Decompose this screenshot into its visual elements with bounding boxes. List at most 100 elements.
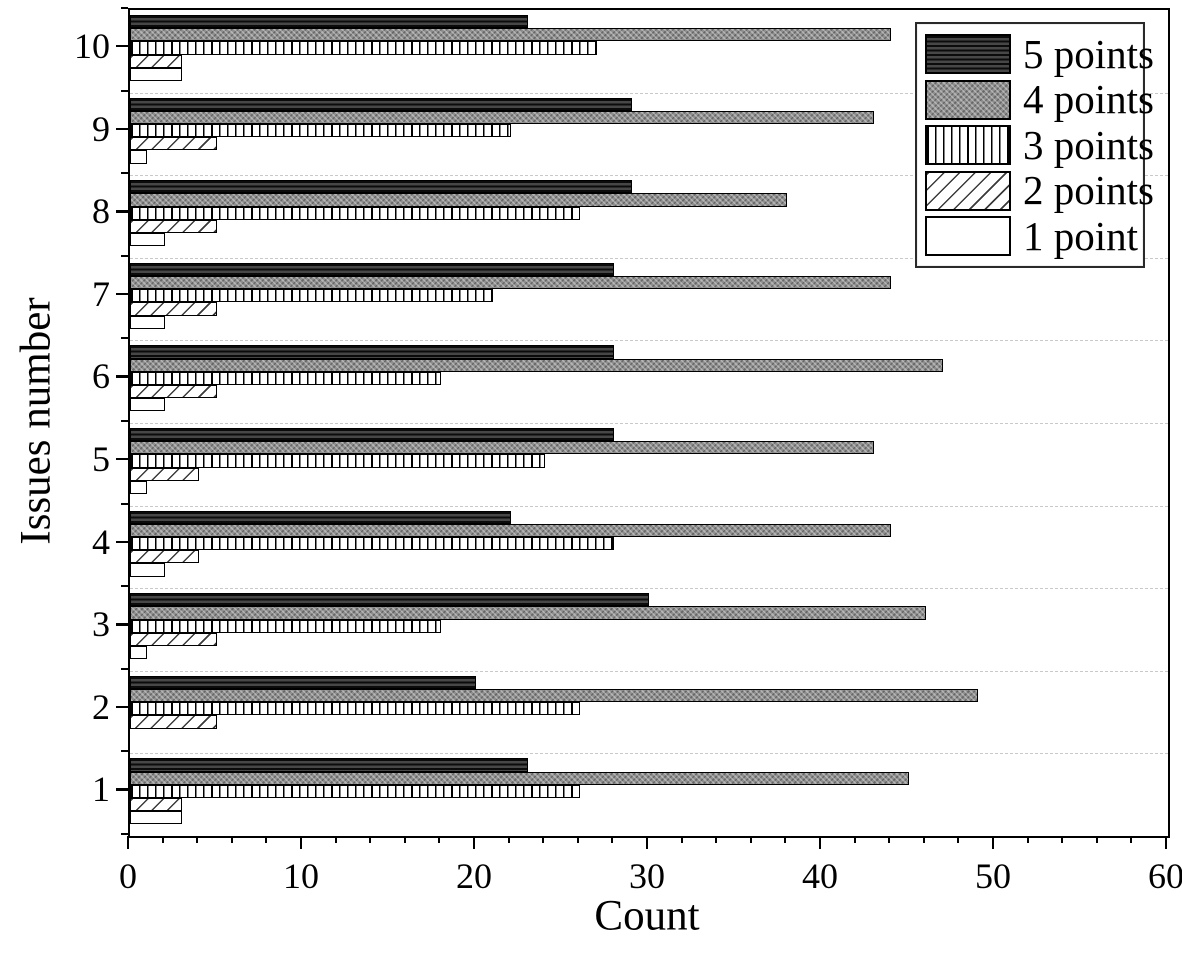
x-major-tick-50 xyxy=(992,836,995,849)
x-minor-tick xyxy=(196,836,199,843)
legend-label-1-point: 1 point xyxy=(1023,212,1139,259)
y-major-tick-4 xyxy=(116,540,128,543)
x-major-tick-10 xyxy=(300,836,303,849)
bar-issue-9-2-points xyxy=(130,137,217,151)
bar-issue-1-4-points xyxy=(130,771,909,785)
bar-issue-4-2-points xyxy=(130,550,200,564)
bar-issue-5-2-points xyxy=(130,467,200,481)
bar-issue-7-4-points xyxy=(130,276,892,290)
legend-item-2-points: 2 points xyxy=(925,169,1154,213)
x-major-tick-60 xyxy=(1165,836,1168,849)
x-minor-tick xyxy=(853,836,856,843)
legend-label-5-points: 5 points xyxy=(1023,30,1154,77)
bar-issue-10-3-points xyxy=(130,41,598,55)
x-minor-tick xyxy=(922,836,925,843)
y-major-tick-8 xyxy=(116,210,128,213)
x-minor-tick xyxy=(715,836,718,843)
gridline xyxy=(130,423,1168,424)
bar-issue-5-3-points xyxy=(130,454,546,468)
bar-issue-9-3-points xyxy=(130,124,511,138)
y-major-tick-10 xyxy=(116,45,128,48)
y-minor-tick xyxy=(121,337,128,340)
x-tick-label-10: 10 xyxy=(283,856,319,896)
y-minor-tick xyxy=(121,254,128,257)
x-tick-label-20: 20 xyxy=(456,856,492,896)
bar-issue-7-5-points xyxy=(130,262,615,276)
gridline xyxy=(130,340,1168,342)
x-minor-tick xyxy=(542,836,545,843)
bar-issue-8-3-points xyxy=(130,206,580,220)
y-major-tick-1 xyxy=(116,788,128,791)
plot-area: 5 points 4 points 3 points 2 points 1 point xyxy=(128,8,1170,838)
x-minor-tick xyxy=(957,836,960,843)
bar-issue-3-2-points xyxy=(130,632,217,646)
x-axis-title: Count xyxy=(594,892,700,940)
x-tick-label-30: 30 xyxy=(629,856,665,896)
bar-issue-5-1-point xyxy=(130,480,148,494)
bar-issue-10-2-points xyxy=(130,54,182,68)
bar-issue-1-3-points xyxy=(130,784,580,798)
y-minor-tick xyxy=(121,585,128,588)
bar-issue-5-4-points xyxy=(130,441,874,455)
gridline xyxy=(130,670,1168,672)
bar-issue-6-4-points xyxy=(130,358,944,372)
bar-issue-6-3-points xyxy=(130,371,442,385)
bar-issue-8-2-points xyxy=(130,219,217,233)
x-minor-tick xyxy=(1095,836,1098,843)
bar-issue-4-1-point xyxy=(130,563,165,577)
bar-issue-10-5-points xyxy=(130,15,528,29)
y-major-tick-7 xyxy=(116,292,128,296)
x-minor-tick xyxy=(888,836,891,843)
y-minor-tick xyxy=(121,172,128,175)
y-tick-label-3: 3 xyxy=(92,604,110,645)
bar-issue-8-4-points xyxy=(130,193,788,207)
bar-issue-9-4-points xyxy=(130,110,874,124)
x-major-tick-30 xyxy=(646,836,649,849)
bar-issue-2-3-points xyxy=(130,702,580,716)
x-major-tick-40 xyxy=(819,836,822,849)
x-minor-tick xyxy=(369,836,372,843)
y-minor-tick xyxy=(121,833,128,835)
y-minor-tick xyxy=(121,502,128,505)
y-minor-tick xyxy=(121,7,128,9)
bar-issue-6-5-points xyxy=(130,345,615,359)
x-minor-tick xyxy=(1026,836,1029,843)
bar-issue-5-5-points xyxy=(130,428,615,442)
bar-issue-4-5-points xyxy=(130,510,511,524)
y-major-tick-5 xyxy=(116,458,128,461)
x-minor-tick xyxy=(507,836,510,843)
legend-label-3-points: 3 points xyxy=(1023,121,1154,168)
y-minor-tick xyxy=(121,750,128,753)
y-major-tick-3 xyxy=(116,623,128,626)
bar-issue-7-3-points xyxy=(130,289,494,303)
x-tick-label-0: 0 xyxy=(119,856,137,896)
x-minor-tick xyxy=(403,836,406,843)
bar-issue-1-2-points xyxy=(130,798,182,812)
y-tick-label-4: 4 xyxy=(92,521,110,562)
x-minor-tick xyxy=(1061,836,1064,843)
bar-issue-3-1-point xyxy=(130,646,148,660)
y-tick-label-7: 7 xyxy=(92,273,110,314)
bar-issue-2-4-points xyxy=(130,689,978,703)
bar-issue-4-4-points xyxy=(130,523,892,537)
gridline xyxy=(130,588,1168,590)
x-minor-tick xyxy=(438,836,441,843)
bar-issue-9-5-points xyxy=(130,97,632,111)
gridline xyxy=(130,175,1168,177)
y-tick-label-10: 10 xyxy=(74,26,110,66)
bar-issue-2-2-points xyxy=(130,715,217,729)
bar-issue-1-5-points xyxy=(130,758,528,772)
y-tick-label-6: 6 xyxy=(92,356,110,397)
bar-issue-6-1-point xyxy=(130,398,165,412)
x-major-tick-0 xyxy=(127,836,130,849)
legend-item-3-points: 3 points xyxy=(925,123,1154,167)
y-major-tick-6 xyxy=(116,375,128,378)
x-minor-tick xyxy=(784,836,787,843)
legend-label-4-points: 4 points xyxy=(1023,76,1154,122)
bar-issue-7-2-points xyxy=(130,302,217,316)
y-tick-label-1: 1 xyxy=(92,769,110,810)
legend-label-2-points: 2 points xyxy=(1023,167,1154,213)
y-tick-label-2: 2 xyxy=(92,686,110,727)
legend-item-4-points: 4 points xyxy=(925,78,1154,122)
x-minor-tick xyxy=(265,836,268,843)
